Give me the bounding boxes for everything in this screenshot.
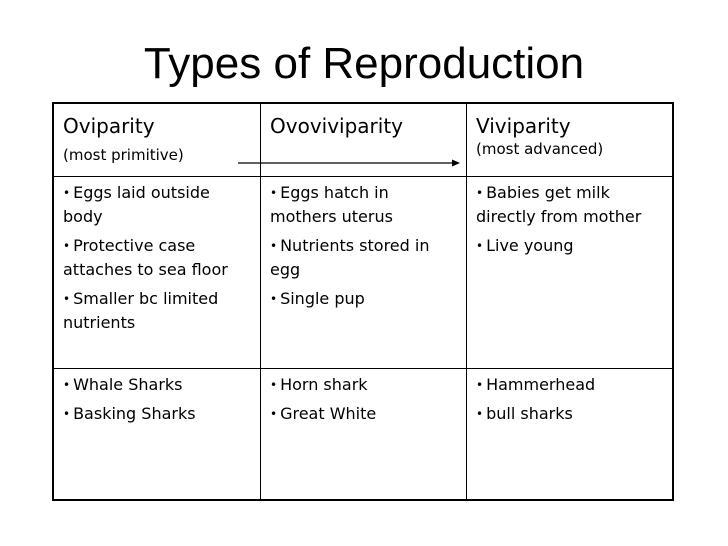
bullet-icon: • xyxy=(63,407,71,421)
bullet-icon: • xyxy=(63,378,71,392)
list-item: • Great White xyxy=(270,404,377,423)
bullet-icon: • xyxy=(476,186,484,200)
bullet-icon: • xyxy=(270,186,278,200)
bullet-icon: • xyxy=(270,239,278,253)
traits-cell-oviparity: • Eggs laid outside body • Protective case… xyxy=(54,176,260,368)
header-subtitle: (most primitive) xyxy=(63,146,184,164)
bullet-icon: • xyxy=(270,292,278,306)
list-item: • bull sharks xyxy=(476,404,573,423)
bullet-icon: • xyxy=(476,239,484,253)
list-item: • Nutrients stored in egg xyxy=(270,236,430,279)
header-cell-oviparity: Oviparity (most primitive) xyxy=(54,104,260,176)
list-item: • Hammerhead xyxy=(476,375,596,394)
bullet-icon: • xyxy=(476,407,484,421)
traits-cell-ovoviviparity: • Eggs hatch in mothers uterus • Nutrients… xyxy=(260,176,466,368)
list-item: • Eggs laid outside body xyxy=(63,183,210,226)
slide-title: Types of Reproduction xyxy=(143,39,585,88)
bullet-icon: • xyxy=(270,407,278,421)
examples-cell-oviparity: • Whale Sharks • Basking Sharks xyxy=(54,368,260,499)
bullet-icon: • xyxy=(63,186,71,200)
progression-arrow-icon xyxy=(238,159,460,167)
list-item: • Whale Sharks xyxy=(63,375,183,394)
traits-cell-viviparity: • Babies get milk directly from mother • L… xyxy=(466,176,672,368)
list-item: • Basking Sharks xyxy=(63,404,196,423)
examples-cell-ovoviviparity: • Horn shark • Great White xyxy=(260,368,466,499)
list-item: • Smaller bc limited nutrients xyxy=(63,289,219,332)
bullet-icon: • xyxy=(476,378,484,392)
header-cell-viviparity: Viviparity (most advanced) xyxy=(466,104,672,176)
list-item: • Live young xyxy=(476,236,574,255)
bullet-list: • Whale Sharks • Basking Sharks xyxy=(63,373,252,426)
bullet-list: • Eggs hatch in mothers uterus • Nutrients… xyxy=(270,181,458,311)
list-item: • Horn shark xyxy=(270,375,368,394)
bullet-icon: • xyxy=(270,378,278,392)
bullet-icon: • xyxy=(63,239,71,253)
header-subtitle: (most advanced) xyxy=(476,140,604,158)
list-item: • Eggs hatch in mothers uterus xyxy=(270,183,393,226)
bullet-icon: • xyxy=(63,292,71,306)
reproduction-table: Oviparity (most primitive) Ovoviviparity… xyxy=(52,102,674,501)
bullet-list: • Hammerhead • bull sharks xyxy=(476,373,664,426)
list-item: • Babies get milk directly from mother xyxy=(476,183,642,226)
bullet-list: • Eggs laid outside body • Protective case… xyxy=(63,181,252,335)
list-item: • Single pup xyxy=(270,289,365,308)
header-label: Viviparity xyxy=(476,114,571,138)
list-item: • Protective case attaches to sea floor xyxy=(63,236,228,279)
examples-cell-viviparity: • Hammerhead • bull sharks xyxy=(466,368,672,499)
header-label: Ovoviviparity xyxy=(270,114,404,138)
header-label: Oviparity xyxy=(63,114,155,138)
bullet-list: • Babies get milk directly from mother • L… xyxy=(476,181,664,258)
header-cell-ovoviviparity: Ovoviviparity xyxy=(260,104,466,176)
bullet-list: • Horn shark • Great White xyxy=(270,373,458,426)
